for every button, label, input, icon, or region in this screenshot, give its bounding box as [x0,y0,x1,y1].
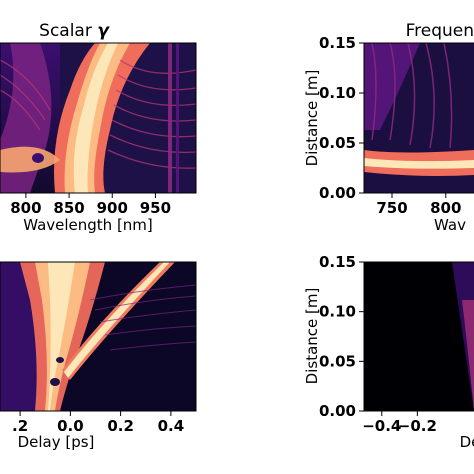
x-tick-label: −0.4 [362,417,401,435]
x-tick-label: 850 [53,199,84,217]
panel-scalar-delay: .2 0.0 0.2 0.4 Delay [ps] [0,261,197,451]
x-tick-label: 750 [376,199,407,217]
heatmap-frequency-delay [364,262,474,411]
axis-ticks: 750 800 0.00 0.05 0.10 0.15 [319,34,461,217]
y-tick-label: 0.15 [319,253,356,271]
y-tick-label: 0.10 [319,84,356,102]
x-axis-label: Delay [ps] [18,433,95,451]
y-tick-label: 0.15 [319,34,356,52]
y-tick-label: 0.00 [319,402,356,420]
x-tick-label: 0.2 [107,417,134,435]
axes-frame [0,42,197,194]
x-tick-label: .2 [12,417,28,435]
heatmap-frequency-wavelength [364,43,474,193]
x-tick-label: −0.2 [398,417,437,435]
axes-frame [0,261,197,412]
y-axis-label: Distance [m] [303,70,321,167]
chart-title: Frequen [406,21,474,41]
axes-frame [363,261,474,412]
x-ticks: 800 850 900 950 [10,193,171,217]
x-tick-label: 800 [10,199,41,217]
x-ticks: .2 0.0 0.2 0.4 [12,411,184,435]
y-tick-label: 0.05 [319,134,356,152]
x-tick-label: 950 [140,199,171,217]
y-tick-label: 0.00 [319,184,356,202]
y-tick-label: 0.05 [319,352,356,370]
x-tick-label: 800 [430,199,461,217]
x-axis-label: Wavelength [nm] [23,216,153,234]
x-axis-label: De [460,433,474,451]
chart-title: Scalar γ [39,21,110,41]
y-axis-label: Distance [m] [303,288,321,385]
panel-frequency-delay: −0.4−0.2 0.00 0.05 0.10 0.15 De Distance [m] [303,253,474,451]
x-tick-label: 900 [97,199,128,217]
panel-scalar-wavelength: 800 850 900 950 Scalar γ Wavelength [nm] [0,21,197,234]
x-axis-label: Wav [434,216,466,234]
x-tick-label: 0.4 [158,417,185,435]
panel-frequency-wavelength: 750 800 0.00 0.05 0.10 0.15 Frequen Wav Dista… [303,21,474,234]
heatmap-scalar-delay [0,262,196,411]
x-tick-label: 0.0 [57,417,84,435]
axis-ticks: −0.4−0.2 0.00 0.05 0.10 0.15 [319,253,437,435]
heatmap-scalar-wavelength [0,43,196,193]
axes-frame [363,42,474,194]
y-tick-label: 0.10 [319,303,356,321]
